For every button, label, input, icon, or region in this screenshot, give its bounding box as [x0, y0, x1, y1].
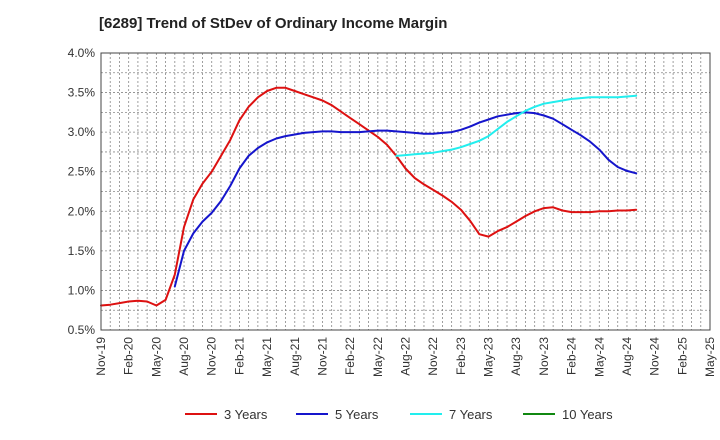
- x-tick-label: Nov-23: [537, 337, 551, 376]
- x-tick-label: May-25: [703, 337, 717, 377]
- chart-title: [6289] Trend of StDev of Ordinary Income…: [99, 15, 447, 32]
- y-tick-labels: 0.5% 1.0% 1.5% 2.0% 2.5% 3.0% 3.5% 4.0%: [68, 46, 96, 337]
- y-tick-label: 1.0%: [68, 283, 96, 297]
- legend-label-3-years: 3 Years: [224, 407, 268, 422]
- x-tick-label: Feb-25: [675, 337, 689, 375]
- plot-frame: [100, 52, 711, 331]
- series-line-5-years: [173, 111, 638, 288]
- y-tick-label: 3.5%: [68, 86, 96, 100]
- y-tick-label: 1.5%: [68, 244, 96, 258]
- x-tick-label: Nov-22: [426, 337, 440, 376]
- x-tick-labels: Nov-19 Feb-20 May-20 Aug-20 Nov-20 Feb-21 May-…: [94, 337, 717, 377]
- y-tick-label: 2.5%: [68, 165, 96, 179]
- x-tick-label: May-20: [149, 337, 163, 377]
- x-tick-label: Feb-23: [454, 337, 468, 375]
- x-tick-label: Nov-19: [94, 337, 108, 376]
- x-tick-label: Aug-24: [620, 337, 634, 376]
- x-tick-label: Aug-21: [288, 337, 302, 376]
- y-tick-label: 2.0%: [68, 204, 96, 218]
- legend-label-5-years: 5 Years: [335, 407, 379, 422]
- x-tick-label: Feb-20: [122, 337, 136, 375]
- x-tick-label: Aug-23: [509, 337, 523, 376]
- x-tick-label: Feb-24: [565, 337, 579, 375]
- x-tick-label: Aug-20: [177, 337, 191, 376]
- x-tick-label: Feb-21: [232, 337, 246, 375]
- x-tick-label: May-21: [260, 337, 274, 377]
- y-tick-label: 3.0%: [68, 125, 96, 139]
- x-tick-label: May-22: [371, 337, 385, 377]
- series-line-7-years: [395, 94, 638, 157]
- y-tick-label: 0.5%: [68, 323, 96, 337]
- legend: 3 Years 5 Years 7 Years 10 Years: [185, 407, 613, 422]
- x-tick-label: Feb-22: [343, 337, 357, 375]
- x-tick-label: Nov-21: [315, 337, 329, 376]
- x-tick-label: May-23: [482, 337, 496, 377]
- grid: [101, 53, 710, 330]
- x-tick-label: Nov-20: [205, 337, 219, 376]
- x-tick-label: Nov-24: [648, 337, 662, 376]
- x-tick-label: Aug-22: [399, 337, 413, 376]
- series-lines: [100, 86, 638, 307]
- legend-label-7-years: 7 Years: [449, 407, 493, 422]
- y-tick-label: 4.0%: [68, 46, 96, 60]
- x-tick-label: May-24: [592, 337, 606, 377]
- legend-label-10-years: 10 Years: [562, 407, 613, 422]
